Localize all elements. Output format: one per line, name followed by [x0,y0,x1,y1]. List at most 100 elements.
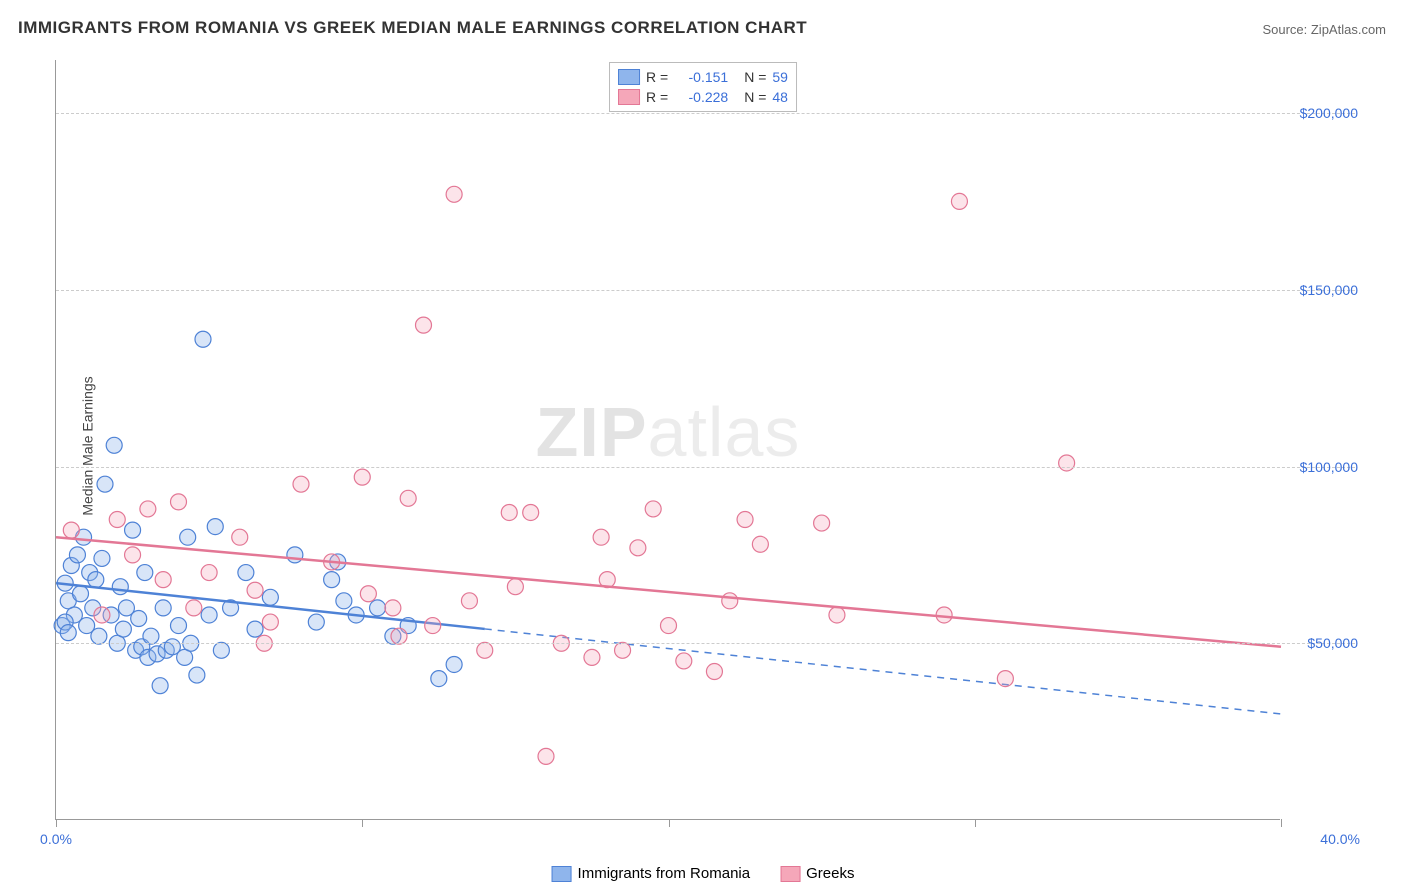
scatter-point-romania [207,519,223,535]
scatter-point-romania [431,671,447,687]
scatter-point-greeks [125,547,141,563]
scatter-point-romania [88,572,104,588]
stats-legend-row-greeks: R =-0.228N =48 [618,87,788,107]
y-tick-label: $150,000 [1286,282,1358,298]
scatter-point-greeks [593,529,609,545]
scatter-point-greeks [615,642,631,658]
scatter-point-greeks [523,504,539,520]
x-tick [975,819,976,827]
scatter-point-romania [112,579,128,595]
scatter-point-greeks [391,628,407,644]
scatter-point-greeks [706,664,722,680]
scatter-point-greeks [676,653,692,669]
stats-legend-row-romania: R = -0.151 N = 59 [618,67,788,87]
x-tick-label-right: 40.0% [1320,831,1360,847]
scatter-point-romania [238,565,254,581]
scatter-point-greeks [951,193,967,209]
gridline-h [56,643,1355,644]
legend-label-romania: Immigrants from Romania [578,865,751,882]
stat-n-label: N = [744,89,766,105]
scatter-point-romania [189,667,205,683]
scatter-point-romania [73,586,89,602]
legend-swatch-greeks [780,866,800,882]
scatter-point-romania [143,628,159,644]
stat-n-value-romania: 59 [772,69,788,85]
x-tick-label-left: 0.0% [40,831,72,847]
scatter-point-greeks [446,186,462,202]
scatter-point-romania [262,589,278,605]
scatter-point-greeks [737,512,753,528]
scatter-point-greeks [501,504,517,520]
scatter-point-greeks [630,540,646,556]
scatter-point-romania [308,614,324,630]
scatter-point-romania [152,678,168,694]
scatter-point-greeks [538,748,554,764]
scatter-point-greeks [661,618,677,634]
y-tick-label: $100,000 [1286,459,1358,475]
scatter-point-romania [171,618,187,634]
scatter-point-greeks [829,607,845,623]
scatter-point-romania [213,642,229,658]
scatter-point-greeks [997,671,1013,687]
scatter-point-greeks [201,565,217,581]
scatter-point-greeks [155,572,171,588]
x-tick [1281,819,1282,827]
x-tick [362,819,363,827]
scatter-point-greeks [645,501,661,517]
scatter-point-romania [247,621,263,637]
stats-swatch-greeks [618,89,640,105]
stats-legend: R = -0.151 N = 59R = -0.228 N = 48 [609,62,797,112]
stat-r-label: R = [646,69,668,85]
scatter-point-romania [336,593,352,609]
scatter-point-romania [137,565,153,581]
scatter-point-greeks [752,536,768,552]
scatter-point-romania [324,572,340,588]
scatter-point-romania [60,625,76,641]
scatter-point-greeks [360,586,376,602]
scatter-point-greeks [425,618,441,634]
scatter-point-greeks [262,614,278,630]
scatter-point-romania [94,550,110,566]
scatter-point-greeks [140,501,156,517]
scatter-point-greeks [507,579,523,595]
scatter-point-romania [287,547,303,563]
scatter-point-greeks [461,593,477,609]
scatter-point-greeks [186,600,202,616]
legend-label-greeks: Greeks [806,865,854,882]
scatter-point-romania [155,600,171,616]
stat-r-value-greeks: -0.228 [674,89,728,105]
scatter-point-greeks [109,512,125,528]
stat-r-value-romania: -0.151 [674,69,728,85]
scatter-point-greeks [94,607,110,623]
scatter-point-greeks [1059,455,1075,471]
source-attribution: Source: ZipAtlas.com [1262,22,1386,37]
gridline-h [56,113,1355,114]
scatter-point-romania [125,522,141,538]
series-legend: Immigrants from Romania Greeks [552,863,855,884]
gridline-h [56,290,1355,291]
scatter-point-greeks [477,642,493,658]
chart-svg [56,60,1281,820]
scatter-point-greeks [416,317,432,333]
y-tick-label: $50,000 [1286,635,1358,651]
stat-n-value-greeks: 48 [772,89,788,105]
scatter-point-romania [195,331,211,347]
legend-swatch-romania [552,866,572,882]
scatter-point-greeks [171,494,187,510]
legend-item-greeks: Greeks [780,863,854,884]
stat-n-label: N = [744,69,766,85]
scatter-point-romania [106,437,122,453]
scatter-point-greeks [354,469,370,485]
scatter-point-greeks [293,476,309,492]
scatter-point-greeks [63,522,79,538]
scatter-point-greeks [814,515,830,531]
scatter-point-greeks [722,593,738,609]
scatter-point-greeks [232,529,248,545]
y-tick-label: $200,000 [1286,105,1358,121]
chart-title: IMMIGRANTS FROM ROMANIA VS GREEK MEDIAN … [18,18,807,38]
stats-swatch-romania [618,69,640,85]
regression-line-dashed-romania [485,629,1281,714]
x-tick [56,819,57,827]
scatter-point-greeks [400,490,416,506]
scatter-point-romania [370,600,386,616]
